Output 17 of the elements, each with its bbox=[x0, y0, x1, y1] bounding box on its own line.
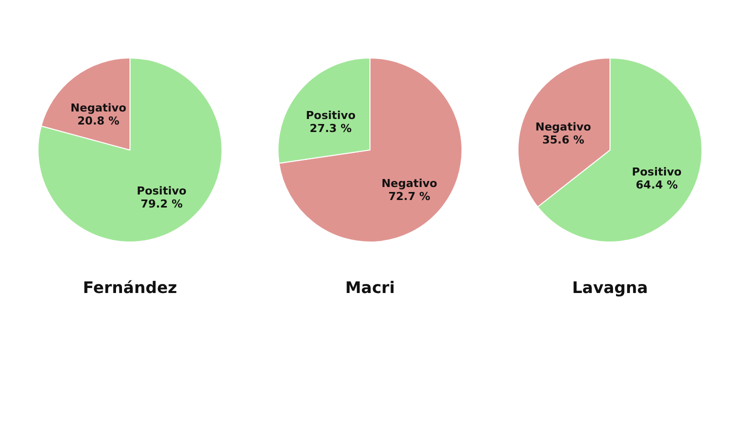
text: Fernández bbox=[82, 278, 178, 297]
slice-label: Positivo bbox=[136, 184, 187, 198]
slice-label: Negativo bbox=[535, 120, 592, 134]
pie-slice bbox=[38, 58, 222, 242]
slice-label: Negativo bbox=[381, 177, 438, 190]
text: Macri bbox=[345, 278, 395, 297]
data-label: 72.7 % bbox=[388, 190, 430, 204]
slice-label: Negativo bbox=[70, 102, 127, 115]
data-label: 35.6 % bbox=[542, 133, 584, 146]
slice-label: Positivo bbox=[632, 166, 682, 179]
pie-slice bbox=[278, 58, 462, 242]
data-label: 64.4 % bbox=[636, 178, 678, 192]
text: Lavagna bbox=[572, 278, 648, 297]
data-label: 79.2 % bbox=[140, 197, 183, 210]
slice-label: Positivo bbox=[306, 108, 356, 122]
data-label: 27.3 % bbox=[310, 122, 352, 135]
data-label: 20.8 % bbox=[77, 114, 120, 128]
